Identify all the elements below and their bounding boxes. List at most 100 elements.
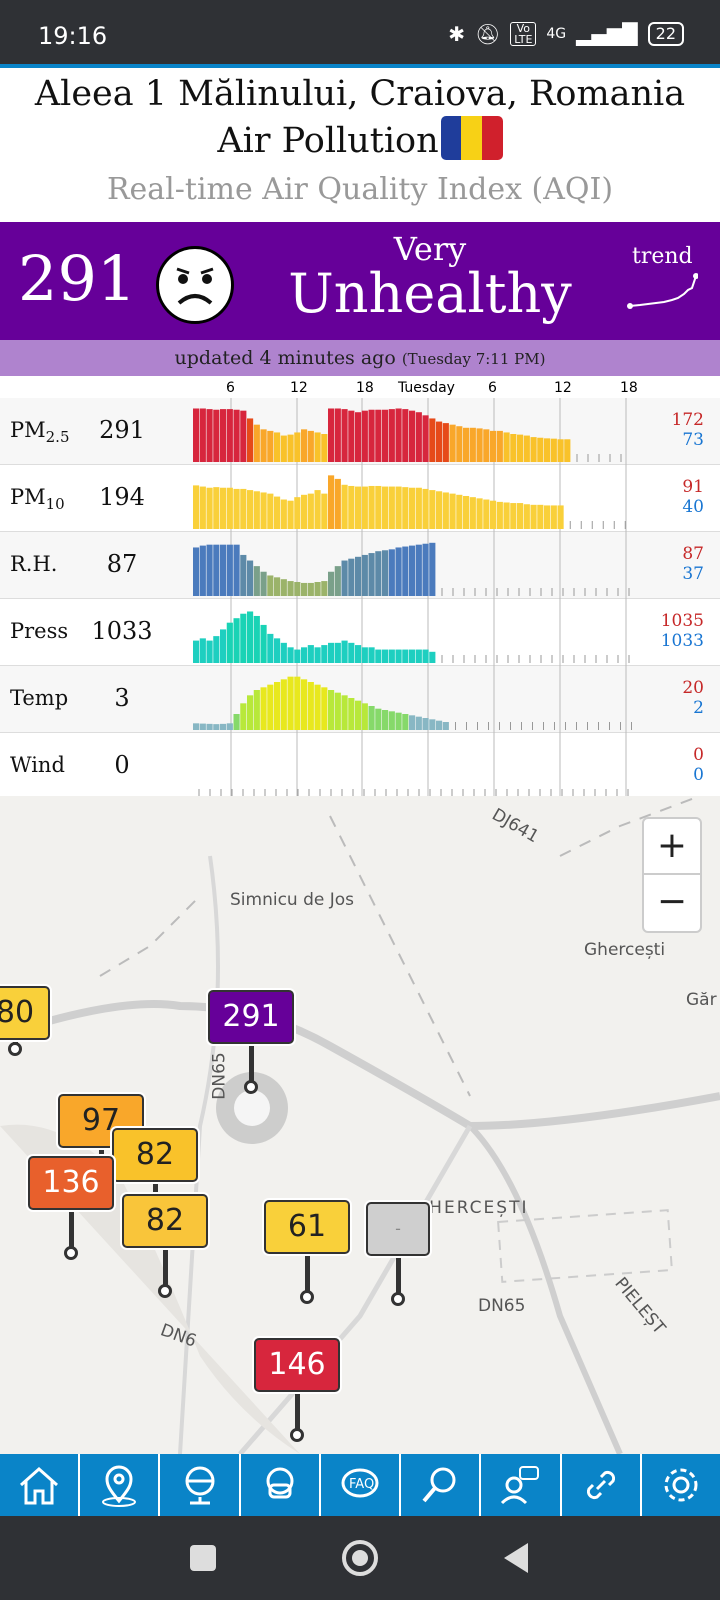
- chart-bar: [395, 547, 402, 596]
- chart-bar: [483, 429, 490, 462]
- chart-bar: [280, 579, 287, 596]
- chart-bar: [422, 718, 429, 730]
- chart-bar: [415, 487, 422, 529]
- pollutant-row[interactable]: Wind 0 0 0: [0, 733, 720, 800]
- chart-bar: [375, 551, 382, 596]
- map-label-ghercesti-caps: GHERCEȘTI: [414, 1198, 529, 1218]
- chart-bar: [334, 478, 341, 529]
- pollutant-row[interactable]: Temp 3 20 2: [0, 666, 720, 733]
- chart-bar: [368, 553, 375, 596]
- chart-bar: [247, 418, 254, 462]
- chart-bar: [307, 645, 314, 663]
- chart-bar: [220, 487, 227, 529]
- chart-bar: [226, 487, 233, 529]
- chart-bar: [402, 546, 409, 596]
- chart-bar: [348, 642, 355, 663]
- chart-bar: [247, 695, 254, 730]
- aqi-map-marker[interactable]: -: [366, 1202, 430, 1256]
- nav-globe[interactable]: [160, 1454, 241, 1516]
- chart-bar: [240, 410, 247, 462]
- network-type: 4G: [546, 26, 567, 42]
- chart-bar: [247, 611, 254, 663]
- chart-bar: [456, 426, 463, 462]
- chart-bar: [395, 408, 402, 462]
- chart-bar: [233, 714, 240, 730]
- zoom-out-button[interactable]: −: [656, 881, 688, 922]
- chart-bar: [260, 492, 267, 529]
- aqi-map-marker[interactable]: 61: [264, 1200, 350, 1254]
- nav-link[interactable]: [562, 1454, 642, 1516]
- chart-bar: [267, 684, 274, 730]
- pollutant-row[interactable]: Press 1033 1035 1033: [0, 599, 720, 666]
- pollutant-row[interactable]: R.H. 87 87 37: [0, 532, 720, 599]
- chart-bar: [193, 640, 200, 663]
- aqi-map-marker[interactable]: 80: [0, 986, 50, 1040]
- pollutant-row[interactable]: PM2.5 291 172 73: [0, 398, 720, 465]
- nav-home[interactable]: [0, 1454, 81, 1516]
- chart-bar: [193, 485, 200, 529]
- chart-bar: [544, 438, 551, 462]
- nav-search[interactable]: [401, 1454, 482, 1516]
- chart-bar: [429, 418, 436, 462]
- chart-bar: [206, 544, 213, 596]
- nav-faq[interactable]: FAQ: [321, 1454, 402, 1516]
- chart-bar: [213, 724, 220, 730]
- map-view[interactable]: Simnicu de Jos Ghercești GHERCEȘTI DN65 …: [0, 796, 720, 1454]
- pollutant-name: Press: [10, 619, 69, 643]
- chart-bar: [355, 700, 362, 730]
- aqi-map-marker[interactable]: 82: [122, 1194, 208, 1248]
- marker-stem: [295, 1392, 300, 1432]
- chart-bar: [361, 703, 368, 730]
- chart-bar: [368, 409, 375, 462]
- aqi-map-marker[interactable]: 82: [112, 1128, 198, 1182]
- updated-detail: (Tuesday 7:11 PM): [401, 350, 546, 368]
- bell-muted-icon: 🔕︎: [474, 22, 501, 46]
- aqi-map-marker[interactable]: 146: [254, 1338, 340, 1392]
- chart-bar: [199, 486, 206, 529]
- zoom-in-button[interactable]: +: [644, 819, 700, 875]
- trend-sparkline[interactable]: [626, 272, 698, 312]
- chart-bar: [260, 687, 267, 730]
- pollutant-chart: [198, 733, 629, 800]
- pollutant-min: 37: [682, 564, 704, 584]
- faq-icon: FAQ: [341, 1468, 379, 1498]
- chart-bar: [375, 485, 382, 529]
- chart-bar: [206, 487, 213, 529]
- pollutant-row[interactable]: PM10 194 91 40: [0, 465, 720, 532]
- signal-icon: ▂▄▆█: [576, 22, 638, 46]
- chart-bar: [280, 679, 287, 730]
- back-button[interactable]: [504, 1543, 528, 1573]
- chart-bar: [294, 676, 301, 730]
- chart-bar: [409, 410, 416, 462]
- home-button[interactable]: [342, 1540, 378, 1576]
- nav-settings[interactable]: [642, 1454, 720, 1516]
- chart-bar: [550, 438, 557, 462]
- chart-bar: [287, 676, 294, 730]
- trend-label[interactable]: trend: [632, 244, 693, 269]
- map-label-ghercesti: Ghercești: [584, 940, 666, 960]
- aqi-map-marker[interactable]: 136: [28, 1156, 114, 1210]
- chart-bar: [348, 558, 355, 596]
- nav-location[interactable]: [80, 1454, 161, 1516]
- chart-bar: [253, 690, 260, 730]
- aqi-banner[interactable]: 291 Very Unhealthy trend: [0, 222, 720, 340]
- aqi-map-marker[interactable]: 291: [208, 990, 294, 1044]
- chart-bar: [409, 715, 416, 730]
- chart-bar: [341, 640, 348, 663]
- hour-label: Tuesday: [398, 380, 455, 396]
- chart-bar: [355, 486, 362, 529]
- chart-bar: [193, 723, 200, 730]
- battery-icon: 22: [647, 22, 684, 46]
- chart-bar: [321, 493, 328, 529]
- marker-pin: [244, 1080, 258, 1094]
- chart-bar: [382, 409, 389, 462]
- chart-bar: [415, 412, 422, 462]
- nav-chat[interactable]: [481, 1454, 562, 1516]
- pollutant-name: R.H.: [10, 552, 58, 576]
- chart-bar: [341, 560, 348, 596]
- pollutant-max: 91: [682, 477, 704, 497]
- nav-mask[interactable]: [241, 1454, 321, 1516]
- recents-button[interactable]: [190, 1545, 216, 1571]
- aqi-map-marker[interactable]: 97: [58, 1094, 144, 1148]
- chart-bar: [307, 493, 314, 529]
